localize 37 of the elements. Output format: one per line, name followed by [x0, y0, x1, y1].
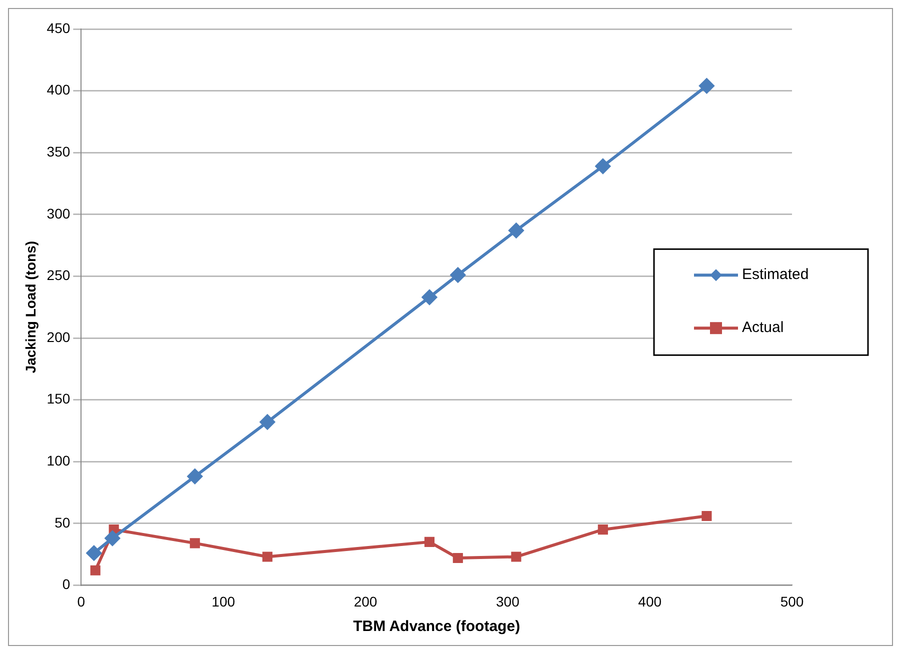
legend-label: Actual: [742, 319, 784, 336]
point: [187, 468, 202, 484]
x-tick-label: 300: [496, 593, 520, 610]
y-tick-label: 200: [46, 328, 70, 345]
y-tick-label: 300: [46, 205, 70, 222]
legend-label: Estimated: [742, 266, 809, 284]
point: [262, 552, 272, 562]
point: [190, 538, 200, 548]
point: [452, 552, 463, 564]
point: [260, 414, 275, 430]
point: [424, 536, 435, 547]
y-tick-label: 100: [46, 452, 70, 468]
point: [699, 78, 714, 94]
y-tick-label: 50: [54, 514, 70, 530]
y-tick-label: 0: [62, 576, 70, 592]
y-tick-label: 450: [46, 20, 70, 36]
point: [86, 546, 102, 561]
point: [422, 290, 437, 305]
point: [508, 222, 524, 238]
point: [595, 158, 610, 174]
y-tick-label: 400: [46, 82, 70, 98]
x-axis-title: TBM Advance (footage): [353, 618, 520, 636]
x-tick-label: 0: [77, 593, 86, 610]
x-tick-label: 200: [354, 593, 378, 610]
y-axis-title: Jacking Load (tons): [22, 240, 38, 374]
point: [90, 565, 100, 576]
y-tick-label: 350: [46, 143, 70, 160]
y-tick-label: 150: [46, 390, 70, 407]
point: [702, 510, 712, 522]
point: [511, 552, 522, 562]
point: [104, 530, 120, 546]
x-tick-label: 400: [638, 593, 662, 610]
x-tick-label: 500: [780, 593, 804, 610]
point: [598, 524, 608, 535]
point: [450, 267, 466, 282]
x-tick-label: 100: [212, 593, 236, 610]
y-tick-label: 250: [46, 267, 70, 284]
